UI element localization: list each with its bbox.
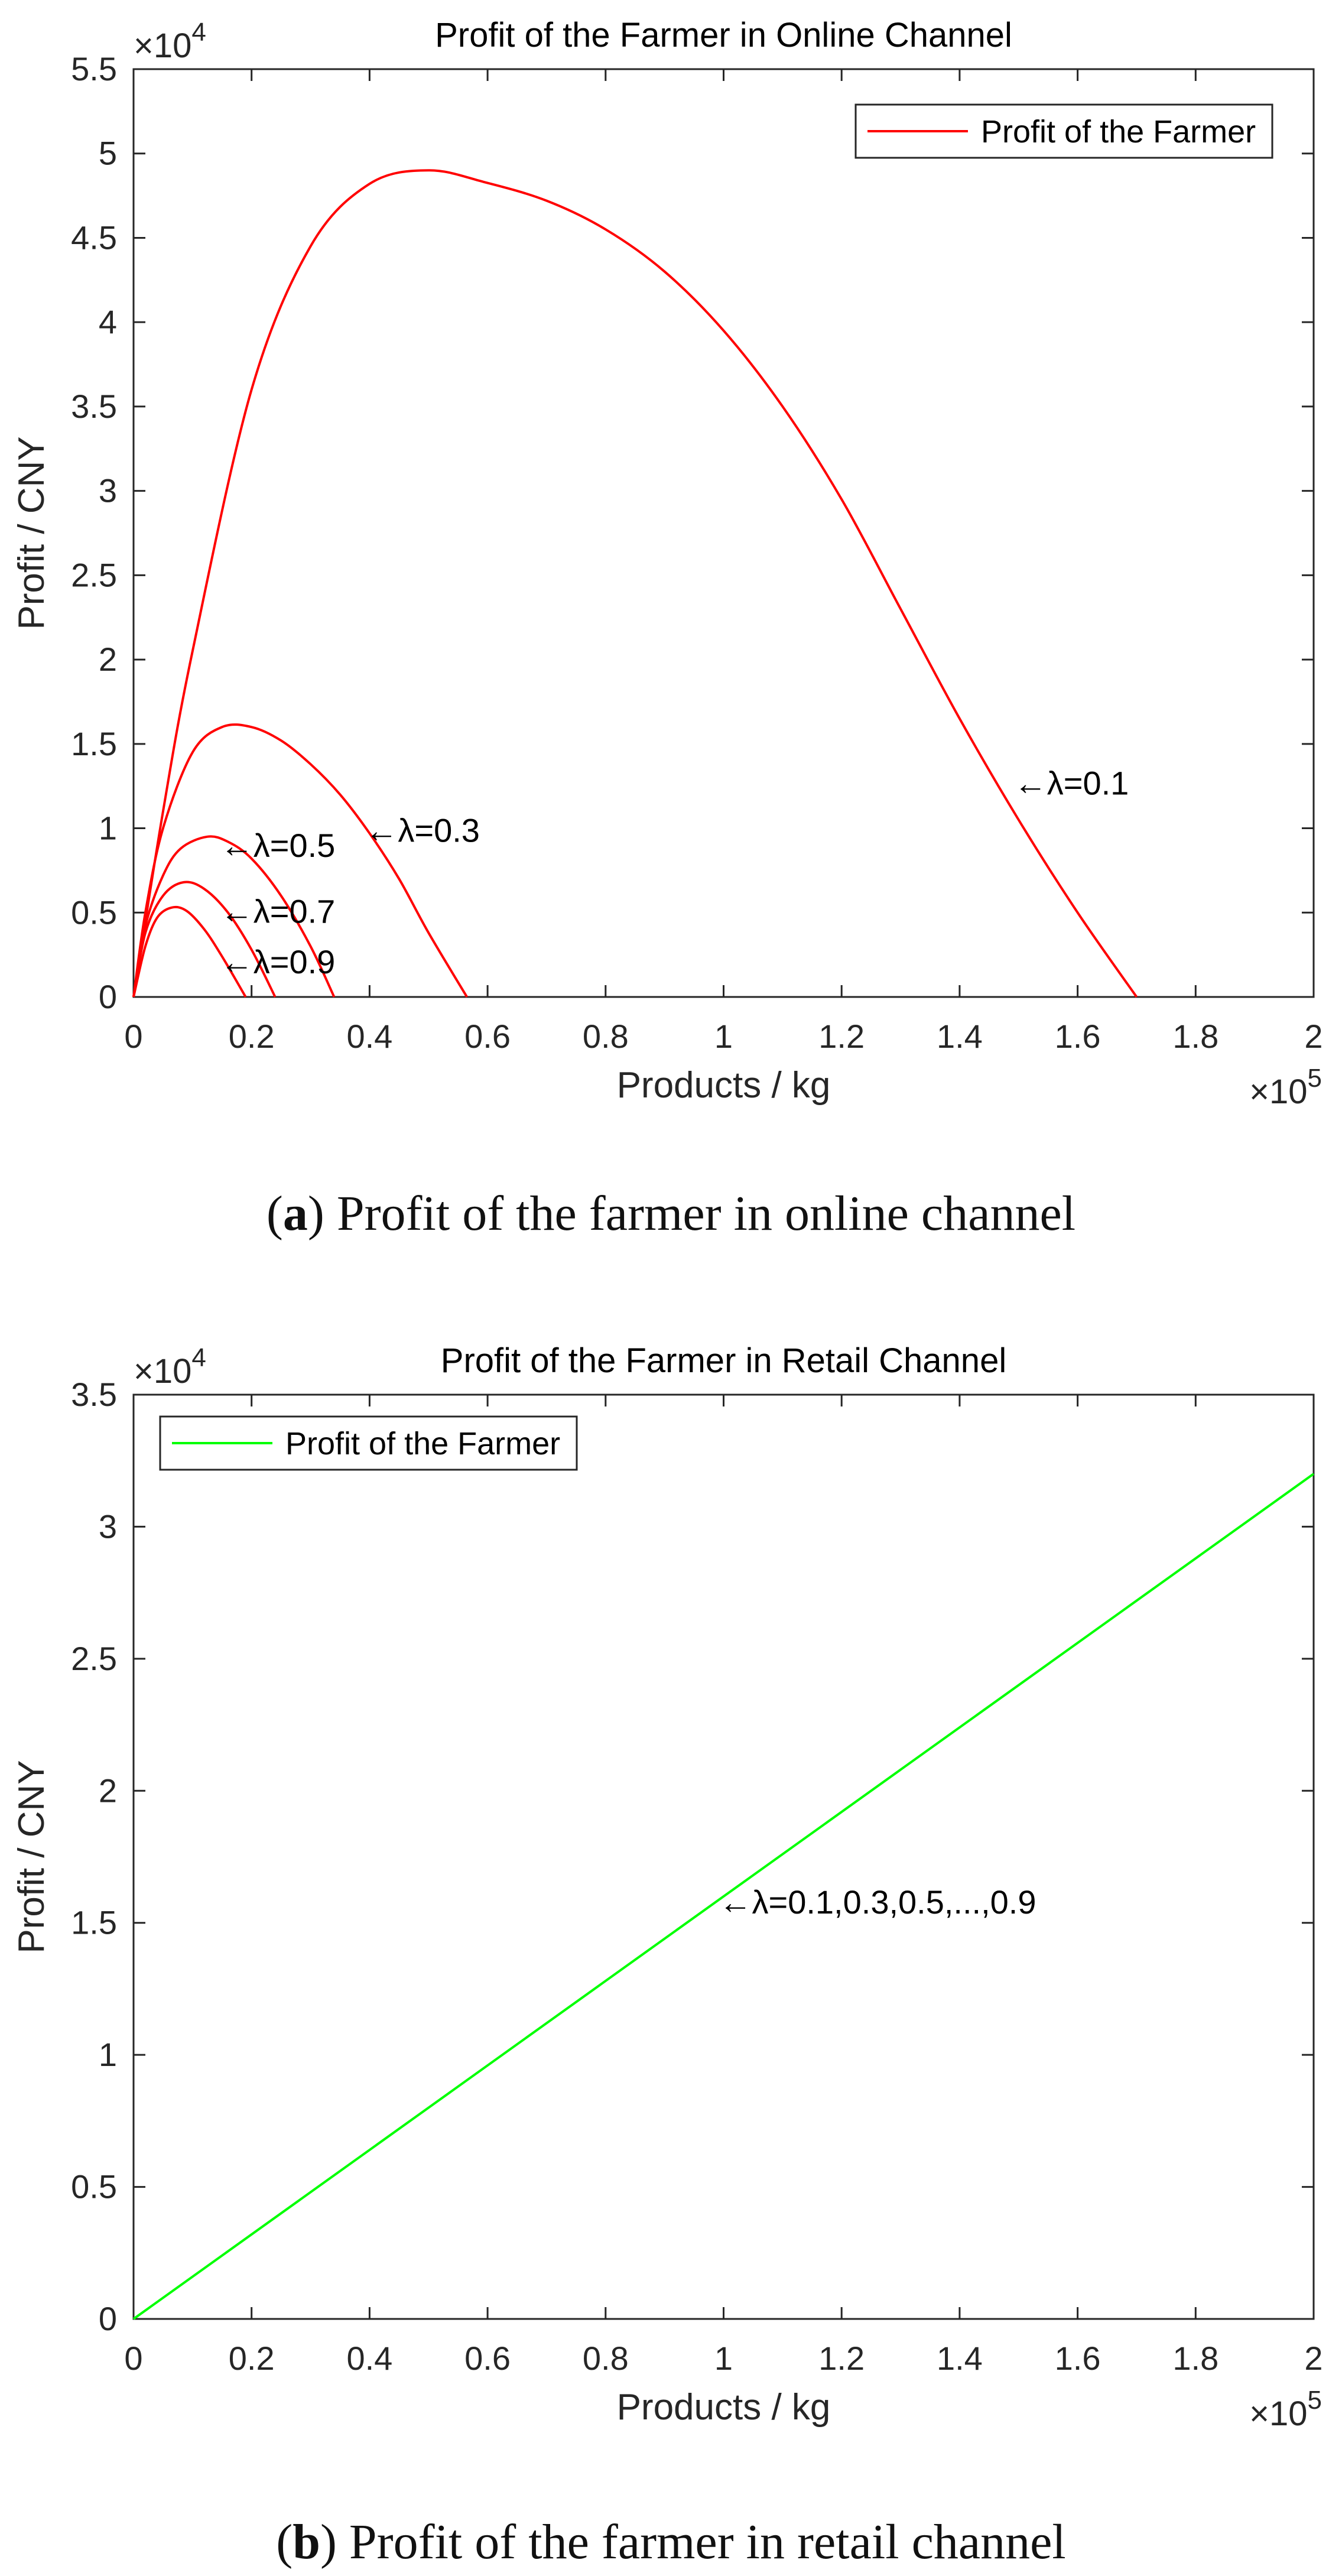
chart-b-y-axis-label: Profit / CNY bbox=[11, 1760, 52, 1953]
chart-b-x-tick-label: 1.4 bbox=[937, 2340, 983, 2377]
chart-a-y-tick-label: 1 bbox=[99, 810, 117, 847]
chart-a-y-tick-label: 2.5 bbox=[71, 556, 117, 593]
caption-a-letter: a bbox=[282, 1186, 308, 1241]
chart-a-legend-label: Profit of the Farmer bbox=[981, 114, 1256, 150]
chart-b-x-axis-label: Products / kg bbox=[617, 2387, 831, 2428]
chart-a-series-line bbox=[132, 723, 468, 998]
chart-b-y-tick-label: 0 bbox=[99, 2300, 117, 2337]
chart-b-x-tick-label: 0.6 bbox=[464, 2340, 511, 2377]
caption-a: (a) Profit of the farmer in online chann… bbox=[266, 1186, 1076, 1241]
chart-a-y-tick-label: 3 bbox=[99, 472, 117, 509]
chart-a-y-tick-label: 4.5 bbox=[71, 219, 117, 256]
chart-b-x-tick-label: 0 bbox=[124, 2340, 142, 2377]
chart-a-annotation: ←λ=0.3 bbox=[365, 811, 480, 849]
chart-b-title: Profit of the Farmer in Retail Channel bbox=[441, 1341, 1006, 1380]
chart-b-x-tick-label: 2 bbox=[1304, 2340, 1322, 2377]
chart-a-series-line bbox=[132, 169, 1138, 998]
chart-b-x-tick-label: 1.8 bbox=[1172, 2340, 1218, 2377]
chart-b-y-tick-label: 0.5 bbox=[71, 2168, 117, 2205]
chart-a-x-multiplier: ×105 bbox=[1249, 1064, 1322, 1111]
chart-a-y-tick-label: 0.5 bbox=[71, 894, 117, 931]
chart-b-y-tick-label: 1.5 bbox=[71, 1904, 117, 1941]
chart-a-y-tick-label: 4 bbox=[99, 303, 117, 340]
chart-a-x-tick-label: 0.2 bbox=[229, 1018, 275, 1055]
chart-a-annotation: ←λ=0.1 bbox=[1014, 764, 1129, 801]
chart-a-annotation: ←λ=0.7 bbox=[220, 892, 336, 930]
chart-a-y-tick-label: 2 bbox=[99, 641, 117, 678]
chart-a-series-line bbox=[132, 835, 336, 998]
caption-b-text: Profit of the farmer in retail channel bbox=[349, 2515, 1066, 2569]
chart-b-y-tick-label: 1 bbox=[99, 2036, 117, 2073]
chart-a-x-tick-label: 0.6 bbox=[464, 1018, 511, 1055]
chart-a-x-tick-label: 0 bbox=[124, 1018, 142, 1055]
chart-a-y-tick-label: 3.5 bbox=[71, 388, 117, 425]
chart-b-y-tick-label: 3 bbox=[99, 1508, 117, 1545]
chart-a-y-tick-label: 1.5 bbox=[71, 725, 117, 762]
chart-b-y-tick-label: 2.5 bbox=[71, 1640, 117, 1677]
chart-b-axes-box bbox=[132, 1393, 1315, 2320]
chart-a-x-tick-label: 0.8 bbox=[583, 1018, 629, 1055]
chart-a-series-line bbox=[132, 905, 247, 998]
chart-b-annotation: ←λ=0.1,0.3,0.5,...,0.9 bbox=[719, 1883, 1036, 1921]
chart-a-x-tick-label: 1.6 bbox=[1055, 1018, 1101, 1055]
chart-a-x-tick-label: 0.4 bbox=[346, 1018, 392, 1055]
chart-a-x-tick-label: 1.2 bbox=[818, 1018, 865, 1055]
chart-b-legend-label: Profit of the Farmer bbox=[285, 1426, 560, 1461]
chart-b-series-line bbox=[132, 1473, 1315, 2320]
chart-b-x-multiplier: ×105 bbox=[1249, 2386, 1322, 2433]
chart-b-x-tick-label: 0.8 bbox=[583, 2340, 629, 2377]
chart-a-y-tick-label: 5.5 bbox=[71, 50, 117, 87]
chart-b-y-tick-label: 3.5 bbox=[71, 1376, 117, 1413]
chart-a-y-tick-label: 0 bbox=[99, 978, 117, 1015]
chart-a-y-tick-label: 5 bbox=[99, 135, 117, 172]
chart-a-series-line bbox=[132, 881, 277, 998]
caption-a-text: Profit of the farmer in online channel bbox=[336, 1186, 1076, 1241]
caption-b: (b) Profit of the farmer in retail chann… bbox=[276, 2515, 1066, 2569]
chart-a-annotation: ←λ=0.5 bbox=[220, 827, 336, 864]
chart-a-y-multiplier: ×104 bbox=[134, 18, 206, 65]
chart-b-x-tick-label: 0.2 bbox=[229, 2340, 275, 2377]
chart-a-title: Profit of the Farmer in Online Channel bbox=[435, 16, 1012, 54]
chart-b-y-multiplier: ×104 bbox=[134, 1343, 206, 1391]
chart-b-x-tick-label: 1 bbox=[714, 2340, 733, 2377]
caption-b-letter: b bbox=[293, 2515, 320, 2569]
chart-b-x-tick-label: 0.4 bbox=[346, 2340, 392, 2377]
chart-a-x-tick-label: 2 bbox=[1304, 1018, 1322, 1055]
chart-a-x-tick-label: 1.8 bbox=[1172, 1018, 1218, 1055]
chart-b-x-tick-label: 1.6 bbox=[1055, 2340, 1101, 2377]
chart-b-y-tick-label: 2 bbox=[99, 1772, 117, 1809]
chart-b-x-tick-label: 1.2 bbox=[818, 2340, 865, 2377]
chart-a-y-axis-label: Profit / CNY bbox=[11, 436, 52, 629]
chart-a-x-tick-label: 1.4 bbox=[937, 1018, 983, 1055]
chart-a-annotation: ←λ=0.9 bbox=[220, 943, 336, 980]
chart-a-x-tick-label: 1 bbox=[714, 1018, 733, 1055]
chart-a-x-axis-label: Products / kg bbox=[617, 1065, 831, 1106]
